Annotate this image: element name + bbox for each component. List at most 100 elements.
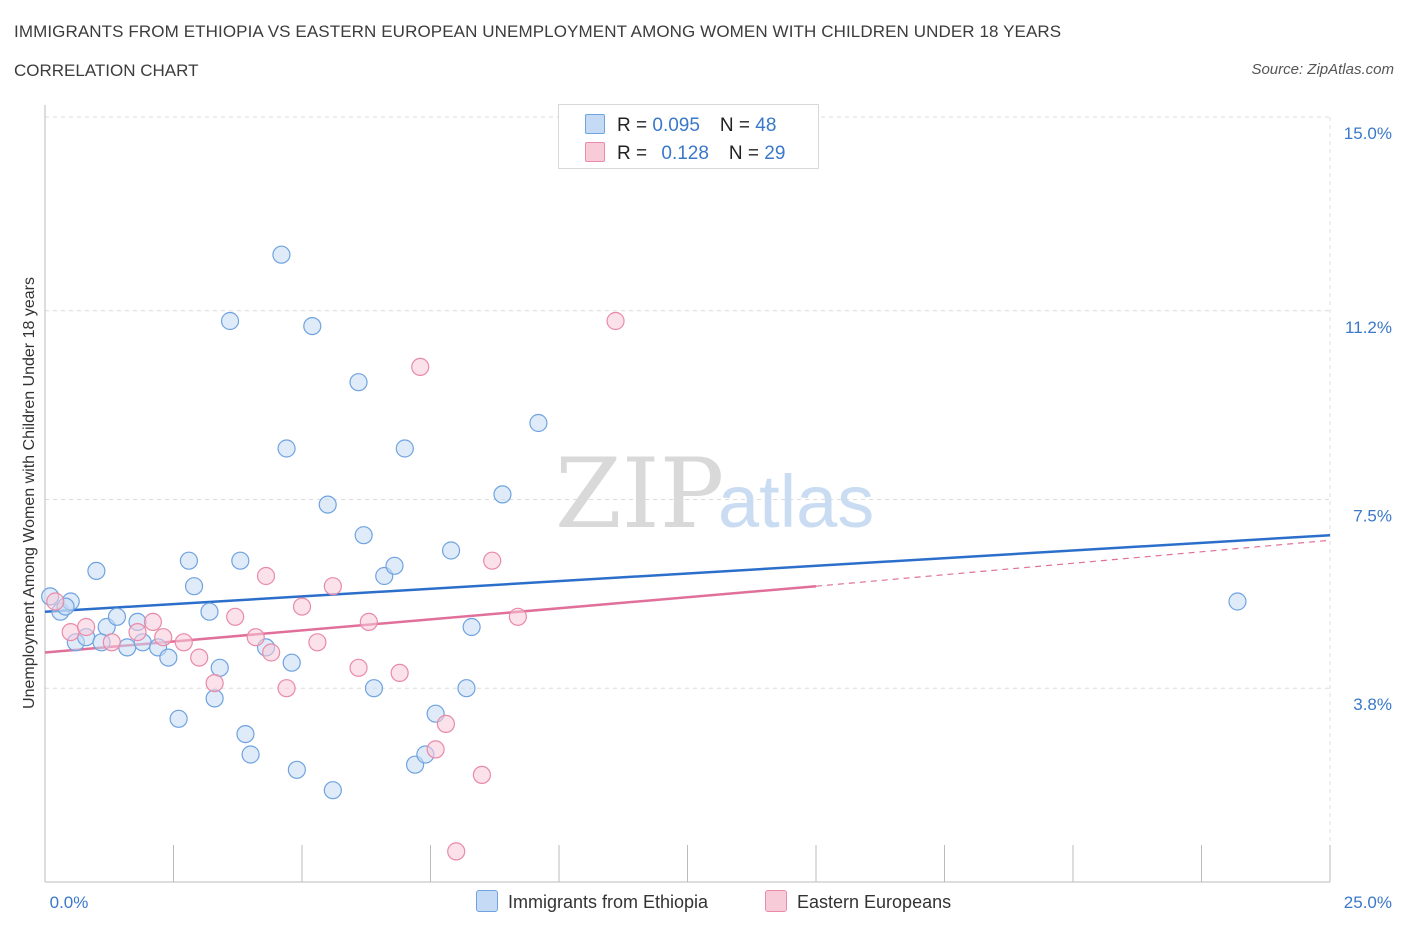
n-label: N =: [719, 115, 756, 136]
point-eastern-europeans: [606, 311, 625, 331]
y-tick-label: 3.8%: [1353, 695, 1392, 714]
legend-label-ethiopia: Immigrants from Ethiopia: [508, 892, 709, 912]
stats-legend: R = 0.095 N = 48 R = 0.128 N = 29: [558, 104, 819, 169]
data-points: [41, 245, 1247, 861]
point-ethiopia: [220, 311, 240, 331]
chart-title: IMMIGRANTS FROM ETHIOPIA VS EASTERN EURO…: [14, 22, 1062, 41]
point-eastern-europeans: [143, 612, 163, 632]
point-ethiopia: [272, 245, 291, 264]
point-eastern-europeans: [436, 714, 456, 734]
point-eastern-europeans: [277, 679, 296, 698]
y-tick-label: 11.2%: [1345, 318, 1392, 337]
y-tick-label: 15.0%: [1344, 124, 1392, 143]
watermark: ZIP atlas: [555, 438, 874, 550]
point-ethiopia: [277, 439, 296, 458]
legend-label-eastern-europeans: Eastern Europeans: [797, 892, 952, 912]
x-tick-label: 0.0%: [50, 893, 89, 912]
y-axis-label: Unemployment Among Women with Children U…: [21, 277, 38, 709]
point-eastern-europeans: [483, 551, 502, 570]
trend-line-ethiopia: [44, 533, 1331, 613]
point-ethiopia: [349, 373, 368, 392]
point-eastern-europeans: [472, 765, 491, 785]
legend-swatch-ethiopia: [476, 890, 498, 912]
point-eastern-europeans: [61, 622, 80, 642]
eastern-europeans-swatch: [585, 142, 605, 162]
source-credit: Source: ZipAtlas.com: [1251, 61, 1394, 78]
r-label: R =: [617, 115, 653, 136]
point-ethiopia: [1228, 592, 1247, 611]
ethiopia-swatch: [585, 114, 605, 134]
stats-row-ethiopia: R = 0.095 N = 48: [585, 114, 776, 138]
point-eastern-europeans: [508, 607, 527, 626]
point-ethiopia: [493, 485, 512, 504]
point-eastern-europeans: [262, 643, 281, 662]
x-tick-label: 25.0%: [1344, 893, 1392, 912]
watermark-zip: ZIP: [555, 438, 724, 550]
point-ethiopia: [241, 745, 260, 764]
point-ethiopia: [462, 617, 481, 637]
r-label: R =: [617, 143, 653, 164]
point-ethiopia: [364, 679, 384, 698]
point-eastern-europeans: [128, 622, 147, 642]
point-eastern-europeans: [411, 357, 430, 376]
point-eastern-europeans: [246, 628, 265, 647]
n-label: N =: [728, 143, 765, 164]
point-ethiopia: [441, 541, 461, 560]
point-ethiopia: [107, 607, 127, 626]
point-ethiopia: [303, 317, 322, 336]
point-ethiopia: [395, 439, 414, 458]
watermark-atlas: atlas: [718, 460, 874, 543]
point-ethiopia: [159, 648, 178, 667]
point-ethiopia: [457, 679, 476, 698]
n-value: 29: [764, 143, 786, 164]
y-tick-label: 7.5%: [1353, 507, 1392, 526]
point-ethiopia: [118, 638, 137, 657]
axes: [44, 105, 1331, 883]
point-ethiopia: [200, 602, 219, 621]
point-ethiopia: [87, 561, 106, 581]
point-eastern-europeans: [323, 577, 342, 596]
point-ethiopia: [169, 709, 188, 728]
point-eastern-europeans: [308, 633, 327, 652]
point-eastern-europeans: [190, 648, 209, 667]
point-eastern-europeans: [292, 597, 312, 616]
point-eastern-europeans: [46, 592, 65, 611]
point-ethiopia: [385, 556, 404, 575]
legend-item-eastern-europeans: Eastern Europeans: [765, 890, 951, 913]
point-ethiopia: [210, 658, 229, 677]
point-ethiopia: [236, 724, 255, 744]
point-ethiopia: [205, 689, 224, 708]
point-eastern-europeans: [226, 607, 245, 626]
point-eastern-europeans: [426, 740, 445, 759]
point-ethiopia: [287, 760, 306, 779]
trend-lines: [44, 533, 1331, 654]
point-eastern-europeans: [256, 566, 276, 586]
r-value: 0.128: [661, 143, 709, 164]
point-eastern-europeans: [359, 612, 378, 632]
point-ethiopia: [323, 781, 342, 800]
point-eastern-europeans: [349, 658, 368, 677]
point-eastern-europeans: [174, 633, 193, 652]
r-value: 0.095: [652, 115, 700, 136]
trend-line-eastern-europeans: [44, 584, 817, 654]
point-eastern-europeans: [390, 663, 409, 683]
legend-item-ethiopia: Immigrants from Ethiopia: [476, 890, 708, 913]
point-ethiopia: [184, 577, 204, 596]
point-ethiopia: [179, 551, 199, 570]
trend-extension-eastern-europeans: [815, 539, 1331, 587]
legend-swatch-eastern-europeans: [765, 890, 787, 912]
point-eastern-europeans: [154, 628, 173, 647]
chart-subtitle: CORRELATION CHART: [14, 61, 199, 80]
n-value: 48: [755, 115, 777, 136]
stats-row-eastern-europeans: R = 0.128 N = 29: [585, 142, 785, 166]
point-eastern-europeans: [77, 617, 96, 637]
point-ethiopia: [529, 413, 548, 433]
point-eastern-europeans: [102, 633, 121, 652]
point-eastern-europeans: [447, 842, 466, 861]
point-ethiopia: [282, 653, 301, 672]
point-ethiopia: [354, 526, 373, 545]
point-eastern-europeans: [205, 673, 224, 693]
point-ethiopia: [318, 495, 337, 514]
tick-labels: 3.8% 7.5% 11.2% 15.0% 0.0% 25.0%: [50, 124, 1392, 912]
